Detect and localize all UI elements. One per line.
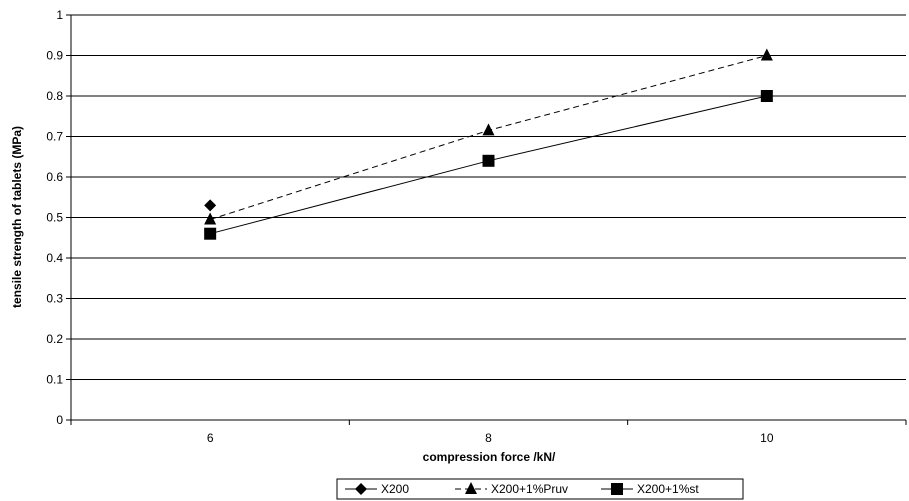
legend-marker — [355, 483, 367, 495]
plot-area — [70, 14, 906, 421]
legend-label: X200 — [381, 482, 409, 496]
y-tick-label: 0.3 — [46, 292, 63, 306]
legend-marker — [465, 482, 477, 494]
x-tick-label: 8 — [485, 431, 492, 445]
y-tick-label: 0.5 — [46, 211, 63, 225]
legend-item: X200+1%Pruv — [455, 482, 568, 496]
data-point — [482, 123, 495, 136]
legend: X200 X200+1%Pruv X200+1%st — [336, 478, 744, 500]
x-tick-label: 10 — [760, 431, 774, 445]
y-axis-ticks: 0 0.1 0.2 0.3 0.4 0.5 0.6 0.7 0.8 0.9 1 — [46, 8, 71, 427]
series-triangle — [204, 48, 773, 225]
y-tick-label: 0.1 — [46, 373, 63, 387]
data-point — [760, 48, 773, 61]
series-diamond — [204, 199, 217, 212]
series-square — [204, 90, 773, 240]
x-axis-title: compression force /kN/ — [423, 450, 556, 464]
legend-box — [336, 478, 744, 500]
legend-item: X200 — [345, 482, 409, 496]
data-point — [204, 212, 217, 225]
y-tick-label: 0.2 — [46, 332, 63, 346]
y-tick-label: 1 — [56, 8, 63, 22]
series-layer — [204, 48, 773, 240]
y-tick-label: 0.7 — [46, 130, 63, 144]
y-tick-label: 0.8 — [46, 89, 63, 103]
x-axis-ticks: 6 8 10 — [70, 420, 907, 445]
y-axis-title: tensile strength of tablets (MPa) — [10, 126, 24, 308]
y-tick-label: 0.4 — [46, 251, 63, 265]
y-tick-label: 0.6 — [46, 170, 63, 184]
data-point — [760, 90, 773, 102]
data-point — [204, 199, 217, 212]
y-tick-label: 0.9 — [46, 49, 63, 63]
x-tick-label: 6 — [207, 431, 214, 445]
legend-label: X200+1%Pruv — [491, 482, 568, 496]
legend-item: X200+1%st — [601, 482, 699, 496]
y-tick-label: 0 — [56, 413, 63, 427]
data-point — [482, 154, 495, 167]
legend-marker — [611, 483, 623, 495]
legend-label: X200+1%st — [637, 482, 699, 496]
data-point — [204, 227, 217, 240]
